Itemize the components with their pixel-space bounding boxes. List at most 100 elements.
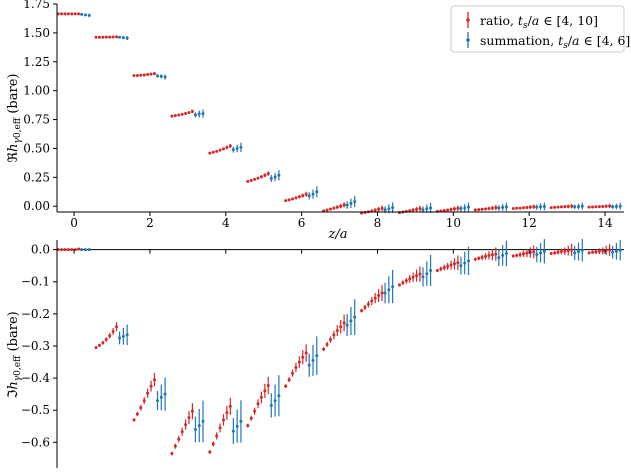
top-ratio-point [146,72,150,76]
bottom-ratio-point [366,302,370,306]
bottom-summation-point [231,429,235,433]
top-x-tick-label: 4 [222,216,230,230]
bottom-summation-point [429,269,433,273]
bottom-summation-point [497,256,501,260]
top-summation-point [269,176,273,180]
top-y-tick-label: 1.00 [23,84,50,98]
bottom-y-tick-label: −0.5 [21,403,50,417]
bottom-y-axis-title-bare: (bare) [6,311,21,355]
top-summation-point [273,175,277,179]
bottom-ratio-point [435,269,439,273]
bottom-ratio-point [411,275,415,279]
top-ratio-point [291,197,295,201]
legend: ratio, ts/a ∈ [4, 10] summation, ts/a ∈ … [450,5,630,53]
bottom-ratio-point [484,254,488,258]
top-summation-point [580,204,584,208]
top-ratio-point [418,207,422,211]
bottom-y-tick-label: −0.3 [21,339,50,353]
bottom-y-axis-title-im: ℑ [6,390,21,399]
top-ratio-point [173,114,177,118]
top-summation-point [425,207,429,211]
bottom-y-axis-title: ℑhγ0,eff (bare) [6,311,23,398]
bottom-ratio-point [291,371,295,375]
top-summation-point [463,206,467,210]
bottom-ratio-point [452,262,456,266]
top-ratio-point [259,175,263,179]
top-axes: 0.00 0.25 0.50 0.75 1.00 1.25 1.50 1.75 0 2 4 6 8 10 1… [23,0,624,230]
top-ratio-point [325,208,329,212]
bottom-summation-point [353,315,357,319]
bottom-ratio-point [146,391,150,395]
top-ratio-point [108,35,112,39]
top-ratio-point [253,177,257,181]
top-y-tick-label: 1.25 [23,55,50,69]
bottom-ratio-point [66,248,70,252]
bottom-summation-point [501,253,505,257]
bottom-y-tick-label: −0.2 [21,307,50,321]
top-ratio-point [408,209,412,213]
bottom-ratio-point [101,341,105,345]
bottom-plot-area [56,239,624,456]
bottom-ratio-point [215,434,219,438]
top-ratio-point [266,172,270,176]
top-ratio-point [521,206,525,210]
top-ratio-point [294,196,298,200]
bottom-y-tick-label: 0.0 [31,243,50,257]
top-x-tick-label: 2 [146,216,154,230]
top-ratio-point [246,179,250,183]
top-y-axis-title-re: ℜ [6,151,21,162]
bottom-ratio-point [70,248,74,252]
top-summation-point [118,35,122,39]
bottom-summation-point [614,249,618,253]
top-y-tick-label: 0.25 [23,170,50,184]
legend-entry-ratio: ratio, ts/a ∈ [4, 10] [466,12,598,31]
top-ratio-point [190,109,194,113]
bottom-summation-point [391,285,395,289]
bottom-ratio-point [597,249,601,253]
bottom-ratio-point [60,248,64,252]
bottom-summation-point [467,259,471,263]
bottom-summation-point [349,319,353,323]
top-ratio-point [597,205,601,209]
top-ratio-point [180,112,184,116]
bottom-ratio-point [284,384,288,388]
top-panel: 0.00 0.25 0.50 0.75 1.00 1.25 1.50 1.75 0 2 4 6 8 10 1… [6,0,630,242]
bottom-ratio-point [190,409,194,413]
top-ratio-point [456,206,460,210]
bottom-y-axis-title-h: h [6,381,21,389]
top-ratio-point [263,173,267,177]
bottom-ratio-point [108,334,112,338]
top-summation-point [535,205,539,209]
top-ratio-point [139,73,143,77]
top-y-axis-title-sub: γ0,eff [13,117,23,143]
top-ratio-point [142,73,146,77]
bottom-ratio-point [211,442,215,446]
top-ratio-point [218,148,222,152]
top-ratio-point [487,207,491,211]
bottom-ratio-point [339,325,343,329]
bottom-summation-point [277,394,281,398]
top-ratio-point [591,205,595,209]
top-ratio-point [225,146,229,150]
top-ratio-point [490,206,494,210]
bottom-y-tick-label: −0.4 [21,371,51,385]
bottom-y-axis-title-sub: γ0,eff [13,355,23,381]
bottom-ratio-point [63,248,67,252]
bottom-ratio-point [404,279,408,283]
bottom-ratio-point [556,250,560,254]
bottom-y-tick-label: −0.1 [21,275,50,289]
bottom-summation-point [535,252,539,256]
top-ratio-point [184,112,188,116]
top-x-tick-label: 14 [597,216,613,230]
top-ratio-point [115,35,119,39]
bottom-ratio-point [304,351,308,355]
bottom-summation-point [539,251,543,255]
bottom-summation-point [197,424,201,428]
top-ratio-point [228,144,232,148]
bottom-ratio-point [132,418,136,422]
bottom-ratio-point [494,252,498,256]
bottom-panel: 0.0 −0.1 −0.2 −0.3 −0.4 −0.5 −0.6 ℑhγ0,eff (ba… [6,239,624,468]
bottom-ratio-point [477,256,481,260]
top-summation-point [504,205,508,209]
bottom-ratio-point [415,274,419,278]
